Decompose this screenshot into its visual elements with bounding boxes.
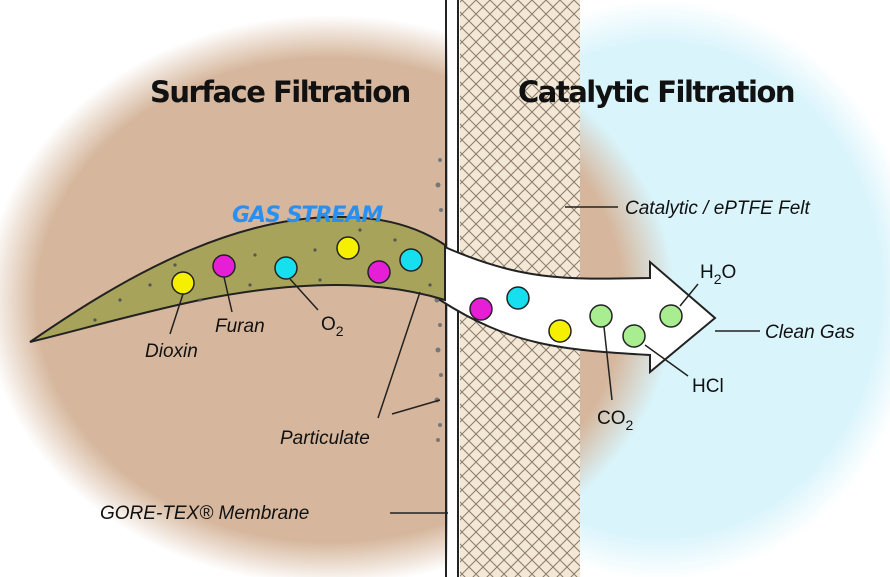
clean-arrow [439,243,717,375]
label: O2 [321,314,344,339]
label: Furan [215,316,265,337]
molecules [171,236,683,348]
label: Dioxin [145,341,198,362]
heading: Surface Filtration [150,75,410,109]
stream-dots [93,228,432,322]
leader-lines [169,206,760,514]
stream-label: GAS STREAM [232,203,383,228]
label: Particulate [280,428,370,449]
label: H2O [700,262,736,287]
label: Clean Gas [765,322,855,343]
label: HCl [692,376,724,397]
label: CO2 [597,408,634,433]
heading: Catalytic Filtration [518,75,794,109]
label: Catalytic / ePTFE Felt [625,198,810,219]
label: GORE-TEX® Membrane [100,503,309,524]
